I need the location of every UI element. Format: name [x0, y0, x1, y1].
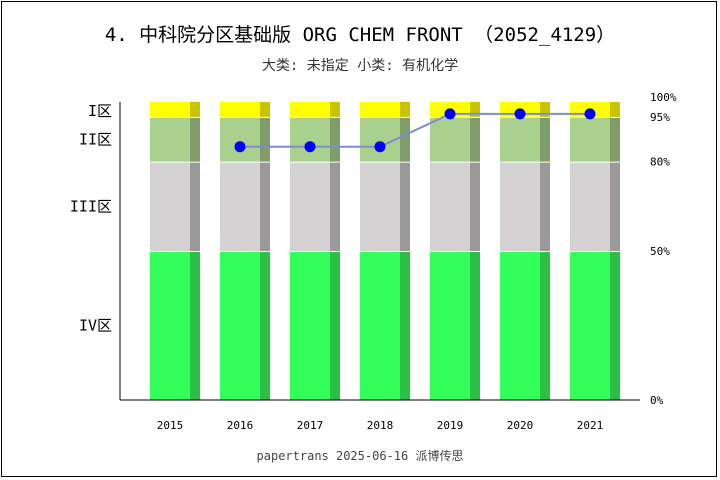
bar-segment-2018-0 [360, 252, 400, 400]
bar-shade-2020-2 [540, 117, 550, 162]
bar-segment-2018-3 [360, 102, 400, 117]
bar-segment-2019-0 [430, 252, 470, 400]
footer-credit: papertrans 2025-06-16 派博传思 [256, 449, 464, 463]
year-label-2016: 2016 [227, 419, 254, 432]
tick-label-2: 80% [650, 156, 670, 169]
series-line [240, 112, 590, 148]
bar-segment-2019-1 [430, 162, 470, 251]
bar-shade-2021-0 [610, 252, 620, 400]
bar-shade-2019-1 [470, 162, 480, 251]
series-point-2018 [374, 141, 386, 153]
bar-shade-2016-1 [260, 162, 270, 251]
bar-shade-2018-0 [400, 252, 410, 400]
bar-segment-2020-1 [500, 162, 540, 251]
chart-title: 4. 中科院分区基础版 ORG CHEM FRONT （2052_4129） [104, 24, 616, 46]
bar-shade-2019-3 [470, 102, 480, 117]
year-label-2019: 2019 [437, 419, 464, 432]
year-label-2015: 2015 [157, 419, 184, 432]
zone-label-3: I区 [88, 102, 112, 120]
bar-shade-2018-2 [400, 117, 410, 162]
series-point-2016 [234, 141, 246, 153]
bar-segment-2021-0 [570, 252, 610, 400]
bar-shade-2018-1 [400, 162, 410, 251]
year-label-2018: 2018 [367, 419, 394, 432]
bar-shade-2019-2 [470, 117, 480, 162]
bar-shade-2020-3 [540, 102, 550, 117]
bar-segment-2015-1 [150, 162, 190, 251]
bar-shade-2021-3 [610, 102, 620, 117]
bar-shade-2016-0 [260, 252, 270, 400]
bar-shade-2015-0 [190, 252, 200, 400]
bar-shade-2020-0 [540, 252, 550, 400]
year-label-2020: 2020 [507, 419, 534, 432]
bar-segment-2020-0 [500, 252, 540, 400]
bar-segment-2015-2 [150, 117, 190, 162]
bar-segment-2021-2 [570, 117, 610, 162]
bar-shade-2016-2 [260, 117, 270, 162]
bar-segment-2015-0 [150, 252, 190, 400]
year-label-2017: 2017 [297, 419, 324, 432]
bar-shade-2015-3 [190, 102, 200, 117]
bar-segment-2018-1 [360, 162, 400, 251]
tick-label-0: 100% [650, 91, 677, 104]
bar-segment-2016-1 [220, 162, 260, 251]
zone-label-2: II区 [79, 130, 112, 148]
chart-subtitle: 大类: 未指定 小类: 有机化学 [261, 58, 459, 74]
bar-segment-2017-1 [290, 162, 330, 251]
zone-label-1: III区 [70, 197, 112, 215]
bar-shade-2017-3 [330, 102, 340, 117]
bar-segment-2017-3 [290, 102, 330, 117]
bar-shade-2017-1 [330, 162, 340, 251]
bar-segment-2016-3 [220, 102, 260, 117]
bar-shade-2021-1 [610, 162, 620, 251]
bar-segment-2015-3 [150, 102, 190, 117]
year-label-2021: 2021 [577, 419, 604, 432]
bar-segment-2016-2 [220, 117, 260, 162]
tick-label-1: 95% [650, 111, 670, 124]
bar-segment-2021-1 [570, 162, 610, 251]
bar-shade-2017-0 [330, 252, 340, 400]
bar-shade-2020-1 [540, 162, 550, 251]
bar-shade-2016-3 [260, 102, 270, 117]
bar-segment-2020-2 [500, 117, 540, 162]
bar-segment-2017-0 [290, 252, 330, 400]
bar-shade-2015-1 [190, 162, 200, 251]
tick-label-4: 0% [650, 394, 664, 407]
bar-shade-2015-2 [190, 117, 200, 162]
bar-segment-2016-0 [220, 252, 260, 400]
bar-shade-2021-2 [610, 117, 620, 162]
bar-shade-2019-0 [470, 252, 480, 400]
bar-shade-2018-3 [400, 102, 410, 117]
series-point-2020 [514, 108, 526, 120]
zone-label-0: IV区 [79, 317, 112, 335]
series-point-2021 [584, 108, 596, 120]
tick-label-3: 50% [650, 245, 670, 258]
bar-segment-2019-2 [430, 117, 470, 162]
bar-segment-2017-2 [290, 117, 330, 162]
bar-shade-2017-2 [330, 117, 340, 162]
series-point-2019 [444, 108, 456, 120]
series-point-2017 [304, 141, 316, 153]
